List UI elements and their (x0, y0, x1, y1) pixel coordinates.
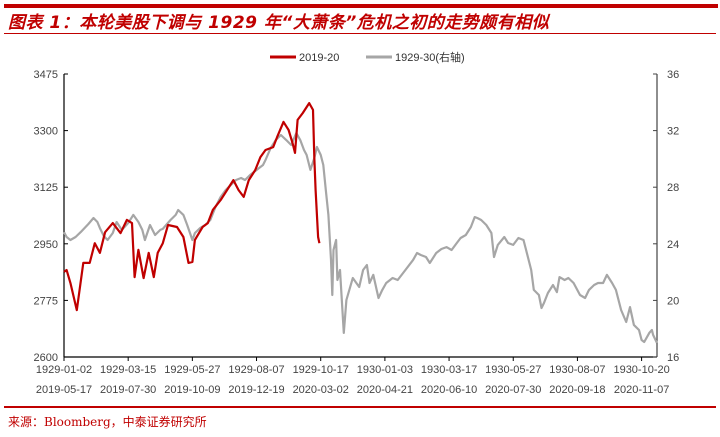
x-tick-label-1929: 1929-03-15 (100, 364, 156, 376)
x-tick-label-2019: 2019-05-17 (36, 384, 92, 396)
x-tick-label-1929: 1930-05-27 (485, 364, 541, 376)
y-right-tick-label: 32 (667, 126, 679, 138)
x-tick-label-1929: 1930-01-03 (357, 364, 413, 376)
x-tick-label-1929: 1929-05-27 (164, 364, 220, 376)
legend-label-2019-20: 2019-20 (299, 52, 339, 64)
y-right-tick-label: 28 (667, 182, 679, 194)
x-tick-label-1929: 1929-01-02 (36, 364, 92, 376)
y-right-tick-label: 36 (667, 69, 679, 81)
x-tick-label-2019: 2020-03-02 (293, 384, 349, 396)
y-right-tick-label: 16 (667, 352, 679, 364)
footer-rule (4, 406, 716, 408)
x-tick-label-1929: 1929-10-17 (293, 364, 349, 376)
y-left-tick-label: 3475 (34, 69, 58, 81)
x-tick-label-1929: 1929-08-07 (228, 364, 284, 376)
x-tick-label-1929: 1930-08-07 (549, 364, 605, 376)
series-line-1929-30 (63, 131, 658, 344)
legend-label-1929-30: 1929-30(右轴) (395, 50, 465, 64)
x-tick-label-2019: 2019-07-30 (100, 384, 156, 396)
y-left-tick-label: 2600 (34, 352, 58, 364)
y-left-tick-label: 3300 (34, 126, 58, 138)
y-left-tick-label: 2950 (34, 239, 58, 251)
y-left-tick-label: 3125 (34, 182, 58, 194)
y-left-tick-label: 2775 (34, 295, 58, 307)
y-right-tick-label: 24 (667, 239, 679, 251)
x-tick-label-1929: 1930-10-20 (613, 364, 669, 376)
title-underline (4, 33, 716, 34)
x-tick-label-1929: 1930-03-17 (421, 364, 477, 376)
figure-title: 图表 1：本轮美股下调与 1929 年“大萧条”危机之初的走势颇有相似 (8, 13, 550, 33)
x-tick-label-2019: 2020-11-07 (614, 384, 669, 396)
y-right-tick-label: 20 (667, 295, 679, 307)
x-tick-label-2019: 2020-09-18 (549, 384, 605, 396)
x-tick-label-2019: 2019-12-19 (228, 384, 284, 396)
x-tick-label-2019: 2020-04-21 (357, 384, 413, 396)
x-tick-label-2019: 2020-06-10 (421, 384, 477, 396)
series-line-2019-20 (63, 101, 321, 312)
x-tick-label-2019: 2019-10-09 (164, 384, 220, 396)
header-rule (4, 4, 718, 8)
x-tick-label-2019: 2020-07-30 (485, 384, 541, 396)
source-note: 来源：Bloomberg，中泰证券研究所 (8, 415, 207, 429)
